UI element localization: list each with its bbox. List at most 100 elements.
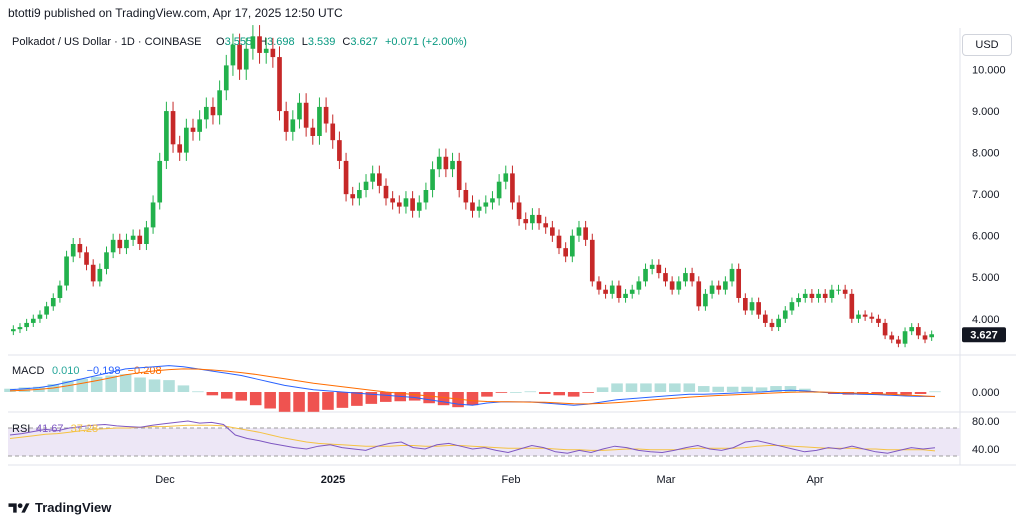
candle-body	[716, 285, 722, 290]
candle-body	[64, 256, 69, 286]
legend-symbol: Polkadot / US Dollar · 1D · COINBASE	[12, 36, 202, 48]
rsi-tick: 80.00	[972, 416, 1000, 428]
candle-body	[709, 285, 715, 294]
candle-body	[177, 144, 183, 153]
macd-histogram-bar	[192, 391, 204, 393]
candle-body	[263, 48, 269, 53]
rsi-layer	[8, 420, 960, 457]
rsi-ma-line	[9, 424, 936, 452]
candle-body	[842, 289, 848, 294]
current-price-label: 3.627	[970, 329, 998, 341]
candle-body	[909, 327, 915, 332]
rsi-ma-value: 37.28	[71, 423, 99, 435]
candle-body	[217, 90, 222, 116]
macd-histogram-bar	[278, 392, 291, 412]
macd-histogram-bar	[351, 392, 363, 406]
candle-body	[769, 322, 775, 328]
macd-histogram-bar	[625, 383, 638, 392]
macd-histogram-bar	[62, 380, 74, 392]
candle-body	[190, 127, 196, 132]
macd-histogram-bar	[408, 392, 421, 401]
candle-body	[696, 281, 702, 307]
time-tick: Apr	[806, 474, 823, 486]
tradingview-logo-icon	[8, 502, 30, 513]
candle-body	[283, 111, 289, 132]
candle-body	[363, 181, 369, 190]
rsi-tick: 40.00	[972, 444, 1000, 456]
footer-brand: TradingView	[35, 500, 112, 515]
candle-body	[456, 160, 462, 190]
macd-histogram-bar	[553, 392, 565, 396]
candle-body	[889, 335, 895, 340]
macd-histogram-bar	[799, 388, 811, 392]
candle-body	[150, 202, 156, 228]
candles-layer	[10, 25, 935, 348]
candle-body	[223, 65, 229, 91]
candle-body	[583, 227, 588, 240]
macd-histogram-bar	[582, 392, 594, 393]
candle-body	[736, 268, 742, 298]
macd-histogram-bar	[423, 392, 435, 404]
candle-body	[596, 281, 602, 290]
macd-histogram-bar	[770, 386, 782, 392]
candle-body	[576, 227, 582, 236]
candle-body	[250, 36, 256, 49]
macd-tick-zero: 0.000	[972, 387, 1000, 399]
macd-histogram-bar	[755, 387, 768, 392]
candle-body	[243, 48, 249, 70]
candle-body	[510, 173, 515, 203]
macd-line-value: −0.198	[87, 365, 121, 377]
candle-body	[663, 273, 668, 282]
macd-values: 0.010 −0.198 −0.208	[52, 365, 162, 377]
macd-histogram-bar	[914, 392, 927, 394]
candle-body	[77, 244, 83, 253]
macd-histogram-bar	[221, 392, 233, 399]
legend-high-value: 3.698	[267, 36, 295, 48]
macd-histogram-bar	[235, 392, 248, 401]
macd-histogram-bar	[249, 392, 262, 406]
candle-body	[829, 289, 835, 298]
legend-close-label: C	[342, 36, 350, 48]
candle-body	[410, 198, 415, 211]
candle-body	[516, 202, 522, 220]
current-price-tag: 3.627	[962, 327, 1006, 343]
price-tick: 5.000	[972, 272, 1000, 284]
macd-histogram-bar	[741, 386, 753, 392]
macd-histogram-bar	[336, 392, 349, 408]
macd-histogram-bar	[148, 379, 161, 392]
currency-button[interactable]: USD	[962, 34, 1012, 56]
legend-open-label: O	[216, 36, 225, 48]
candle-body	[330, 123, 336, 141]
candle-body	[164, 111, 169, 161]
candle-body	[476, 206, 482, 211]
candle-body	[170, 111, 176, 145]
macd-histogram-bar	[105, 375, 117, 392]
candle-body	[210, 106, 216, 116]
candle-body	[809, 293, 815, 298]
candle-body	[649, 264, 655, 269]
candle-body	[656, 264, 662, 274]
macd-hist-value: 0.010	[52, 365, 80, 377]
candle-body	[643, 268, 648, 282]
macd-histogram-bar	[784, 386, 797, 392]
macd-histogram-bar	[18, 387, 31, 392]
candle-body	[490, 198, 495, 203]
candle-body	[723, 281, 728, 290]
rsi-values: 41.67 37.28	[36, 423, 98, 435]
candle-body	[310, 127, 316, 136]
candle-body	[569, 235, 575, 257]
macd-histogram-bar	[538, 392, 551, 394]
candle-body	[536, 214, 542, 224]
candle-body	[10, 329, 16, 332]
candle-body	[563, 248, 568, 257]
macd-histogram-bar	[380, 392, 392, 402]
macd-histogram-bar	[4, 388, 16, 392]
macd-histogram-bar	[466, 392, 479, 406]
time-tick: 2025	[321, 474, 345, 486]
candle-body	[357, 190, 362, 199]
candle-body	[623, 293, 628, 298]
candle-body	[589, 239, 595, 282]
candle-body	[197, 119, 202, 132]
macd-histogram-bar	[322, 392, 334, 410]
